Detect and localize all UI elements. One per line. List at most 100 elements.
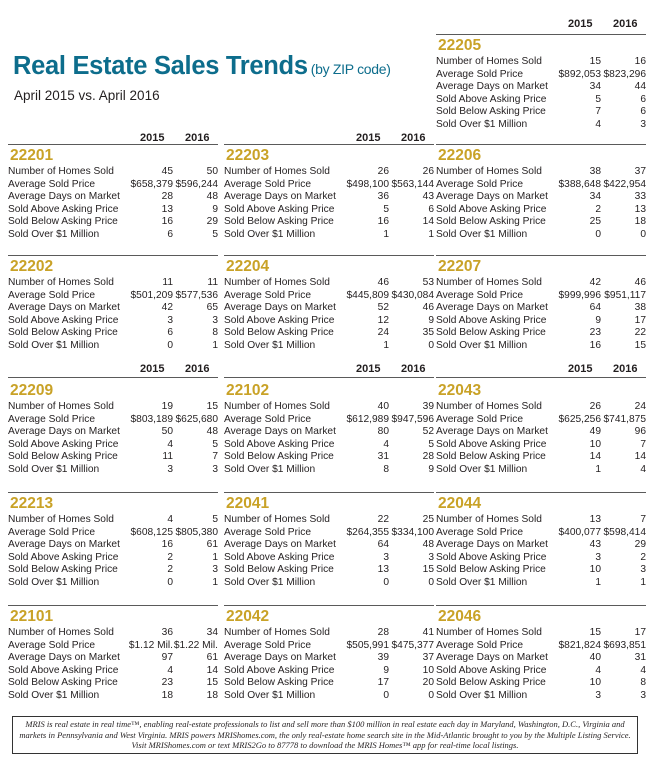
value-2015: $388,648 (558, 178, 602, 190)
value-2016: 39 (422, 401, 434, 412)
value-2015: $892,053 (558, 68, 602, 80)
metric-label: Number of Homes Sold (436, 277, 542, 288)
value-2015: 46 (377, 277, 389, 288)
metric-label: Sold Above Asking Price (224, 551, 335, 563)
year-header-2016: 2016 (613, 363, 638, 375)
metric-row: Sold Above Asking Price 9 10 (224, 665, 434, 678)
metric-row: Average Days on Market 34 33 (436, 191, 646, 204)
zip-code-heading: 22043 (438, 382, 482, 399)
metric-row: Sold Above Asking Price 4 4 (436, 665, 646, 678)
metric-row: Sold Above Asking Price 9 17 (436, 315, 646, 328)
zip-block: 22043 Number of Homes Sold 26 24 Average Sol… (436, 383, 646, 476)
value-2015: $445,809 (346, 289, 390, 301)
metric-row: Sold Above Asking Price 3 3 (224, 552, 434, 565)
title-text: Real Estate Sales Trends (13, 52, 308, 80)
value-2016: 1 (212, 339, 218, 351)
value-2015: 28 (377, 627, 389, 638)
metric-label: Sold Below Asking Price (8, 564, 118, 575)
metric-row: Sold Above Asking Price 2 13 (436, 204, 646, 217)
metric-row: Average Sold Price $1.12 Mil. $1.22 Mil. (8, 640, 218, 653)
value-2016: 29 (634, 539, 646, 550)
metric-row: Sold Below Asking Price 23 15 (8, 677, 218, 690)
zip-block: 22207 Number of Homes Sold 42 46 Average Sol… (436, 259, 646, 352)
metric-row: Number of Homes Sold 13 7 (436, 514, 646, 527)
value-2015: 1 (595, 463, 601, 475)
metric-label: Average Days on Market (224, 191, 336, 202)
metric-row: Average Sold Price $608,125 $805,380 (8, 527, 218, 540)
metric-row: Sold Above Asking Price 3 2 (436, 552, 646, 565)
metric-label: Average Days on Market (224, 652, 336, 663)
metric-label: Sold Below Asking Price (224, 677, 334, 688)
value-2015: $612,989 (346, 413, 390, 425)
metric-label: Number of Homes Sold (8, 627, 114, 638)
value-2015: 16 (161, 216, 173, 227)
metric-row: Average Sold Price $803,189 $625,680 (8, 414, 218, 427)
metric-row: Number of Homes Sold 19 15 (8, 401, 218, 414)
value-2015: 13 (589, 514, 601, 525)
value-2015: 39 (377, 652, 389, 663)
year-header-2015: 2015 (356, 132, 381, 144)
metric-label: Sold Below Asking Price (436, 327, 546, 338)
metric-label: Average Days on Market (8, 191, 120, 202)
value-2015: 4 (595, 118, 601, 130)
metric-row: Sold Below Asking Price 11 7 (8, 451, 218, 464)
metric-row: Sold Above Asking Price 4 14 (8, 665, 218, 678)
metric-row: Average Sold Price $505,991 $475,377 (224, 640, 434, 653)
zip-block: 22041 Number of Homes Sold 22 25 Average Sol… (224, 496, 434, 589)
value-2016: 65 (206, 302, 218, 313)
metric-row: Number of Homes Sold 22 25 (224, 514, 434, 527)
metric-label: Number of Homes Sold (436, 514, 542, 525)
value-2016: 0 (428, 576, 434, 588)
value-2015: $625,256 (558, 413, 602, 425)
metric-row: Average Days on Market 97 61 (8, 652, 218, 665)
zip-block: 22042 Number of Homes Sold 28 41 Average Sol… (224, 609, 434, 702)
metric-row: Average Days on Market 42 65 (8, 302, 218, 315)
value-2016: $596,244 (175, 178, 219, 190)
zip-block: 22203 Number of Homes Sold 26 26 Average Sol… (224, 148, 434, 241)
metric-label: Average Days on Market (436, 539, 548, 550)
metric-row: Average Days on Market 52 46 (224, 302, 434, 315)
metric-label: Average Days on Market (8, 426, 120, 437)
metric-label: Sold Over $1 Million (8, 689, 100, 701)
metric-row: Average Sold Price $388,648 $422,954 (436, 179, 646, 192)
metric-row: Average Days on Market 28 48 (8, 191, 218, 204)
metric-row: Sold Over $1 Million 1 4 (436, 464, 646, 477)
metric-label: Sold Above Asking Price (8, 438, 119, 450)
metric-label: Average Sold Price (436, 68, 524, 80)
value-2015: 34 (589, 191, 601, 202)
metric-label: Sold Above Asking Price (224, 203, 335, 215)
value-2016: 16 (634, 56, 646, 67)
metric-label: Average Sold Price (436, 413, 524, 425)
metric-label: Average Days on Market (8, 652, 120, 663)
value-2015: 10 (589, 677, 601, 688)
metric-row: Sold Over $1 Million 16 15 (436, 340, 646, 353)
metric-row: Number of Homes Sold 15 17 (436, 627, 646, 640)
metric-label: Average Sold Price (8, 413, 96, 425)
zip-code-heading: 22041 (226, 495, 270, 512)
value-2015: 10 (589, 564, 601, 575)
year-header-2016: 2016 (401, 132, 426, 144)
metric-row: Sold Over $1 Million 0 1 (8, 340, 218, 353)
value-2016: 7 (640, 438, 646, 450)
value-2016: 25 (422, 514, 434, 525)
metric-row: Sold Below Asking Price 16 29 (8, 216, 218, 229)
metric-label: Sold Above Asking Price (436, 551, 547, 563)
zip-block: 22213 Number of Homes Sold 4 5 Average Sold … (8, 496, 218, 589)
value-2016: 38 (634, 302, 646, 313)
value-2015: 15 (589, 627, 601, 638)
section-divider (8, 377, 218, 378)
zip-code-heading: 22206 (438, 147, 482, 164)
metric-label: Sold Over $1 Million (224, 576, 316, 588)
metric-label: Number of Homes Sold (436, 56, 542, 67)
value-2016: 17 (634, 314, 646, 326)
value-2015: 23 (161, 677, 173, 688)
value-2016: 43 (422, 191, 434, 202)
value-2015: 42 (161, 302, 173, 313)
year-header-2015: 2015 (140, 132, 165, 144)
value-2016: 3 (640, 564, 646, 575)
metric-label: Average Days on Market (224, 426, 336, 437)
value-2015: 0 (167, 576, 173, 588)
metric-row: Sold Over $1 Million 0 0 (224, 577, 434, 590)
page-title: Real Estate Sales Trends (by ZIP code) (13, 52, 391, 81)
value-2015: 5 (595, 93, 601, 105)
